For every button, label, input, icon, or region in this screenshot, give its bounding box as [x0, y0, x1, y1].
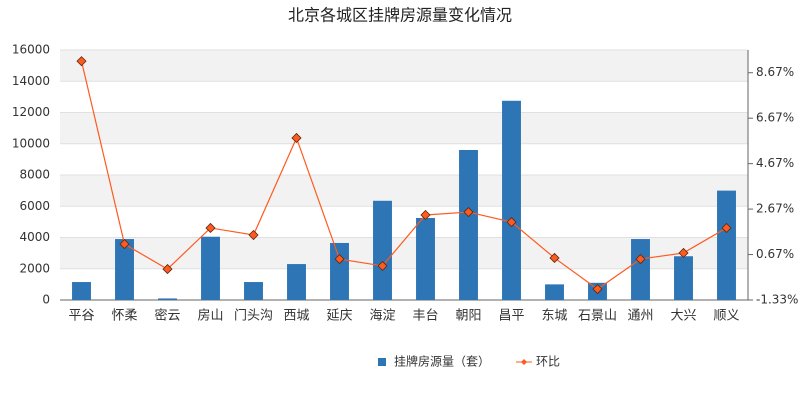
bar — [674, 256, 693, 300]
x-tick-label: 朝阳 — [455, 309, 481, 324]
marker — [205, 222, 216, 234]
y2-tick-label: 0.67% — [756, 247, 794, 261]
marker — [506, 216, 517, 228]
x-tick-label: 顺义 — [713, 309, 739, 324]
bar — [158, 298, 177, 300]
x-tick-label: 大兴 — [670, 309, 696, 324]
marker — [76, 56, 87, 67]
y-tick-label: 6000 — [19, 199, 50, 213]
y2-tick-label: -1.33% — [756, 293, 798, 307]
y-tick-label: 16000 — [12, 43, 50, 57]
grid-band — [60, 175, 748, 207]
marker — [377, 260, 388, 271]
grid-band — [60, 112, 748, 144]
x-tick-label: 门头沟 — [234, 309, 273, 324]
bar — [72, 282, 91, 300]
marker — [291, 132, 302, 144]
bar — [717, 190, 736, 300]
x-tick-label: 石景山 — [578, 309, 617, 324]
x-tick-label: 西城 — [283, 309, 309, 324]
y-tick-label: 10000 — [12, 136, 50, 150]
bar — [330, 242, 349, 300]
legend-label: 挂牌房源量（套） — [394, 354, 490, 369]
bar — [545, 284, 564, 300]
bar — [373, 200, 392, 300]
bar — [201, 236, 220, 300]
x-tick-label: 房山 — [197, 308, 223, 324]
y-tick-label: 2000 — [19, 261, 50, 275]
marker — [119, 239, 130, 250]
x-tick-label: 东城 — [541, 309, 567, 324]
line — [80, 60, 727, 290]
y-tick-label: 8000 — [19, 168, 50, 182]
x-tick-label: 丰台 — [412, 309, 438, 324]
marker — [420, 209, 431, 221]
legend-label: 环比 — [536, 355, 560, 369]
y2-tick-label: 8.67% — [756, 65, 794, 79]
x-tick-label: 海淀 — [369, 309, 395, 324]
marker — [463, 206, 474, 218]
y2-tick-label: 4.67% — [756, 156, 794, 170]
y-tick-label: 14000 — [12, 74, 50, 88]
x-tick-label: 平谷 — [68, 309, 94, 324]
bar — [244, 282, 263, 300]
x-tick-label: 密云 — [154, 308, 180, 324]
grid-band — [60, 50, 748, 82]
y-tick-label: 12000 — [12, 105, 50, 119]
marker — [248, 229, 259, 241]
legend-swatch — [378, 358, 386, 366]
legend-swatch — [521, 359, 528, 365]
bar — [287, 264, 306, 300]
bar — [459, 150, 478, 300]
x-tick-label: 昌平 — [498, 309, 524, 324]
marker — [721, 222, 732, 234]
marker — [162, 264, 173, 275]
marker — [678, 247, 689, 259]
x-tick-label: 通州 — [627, 309, 653, 324]
y-tick-label: 4000 — [19, 230, 50, 244]
marker — [635, 254, 646, 265]
x-tick-label: 怀柔 — [111, 309, 137, 324]
y2-tick-label: 6.67% — [756, 111, 794, 125]
bar — [631, 239, 650, 300]
marker — [334, 254, 345, 265]
y-tick-label: 0 — [42, 293, 50, 307]
bar — [502, 100, 521, 300]
chart-title: 北京各城区挂牌房源量变化情况 — [288, 6, 512, 25]
marker — [592, 284, 603, 295]
marker — [549, 252, 560, 264]
y2-tick-label: 2.67% — [756, 202, 794, 216]
bar — [416, 217, 435, 300]
x-tick-label: 延庆 — [326, 309, 352, 324]
bar — [115, 239, 134, 300]
